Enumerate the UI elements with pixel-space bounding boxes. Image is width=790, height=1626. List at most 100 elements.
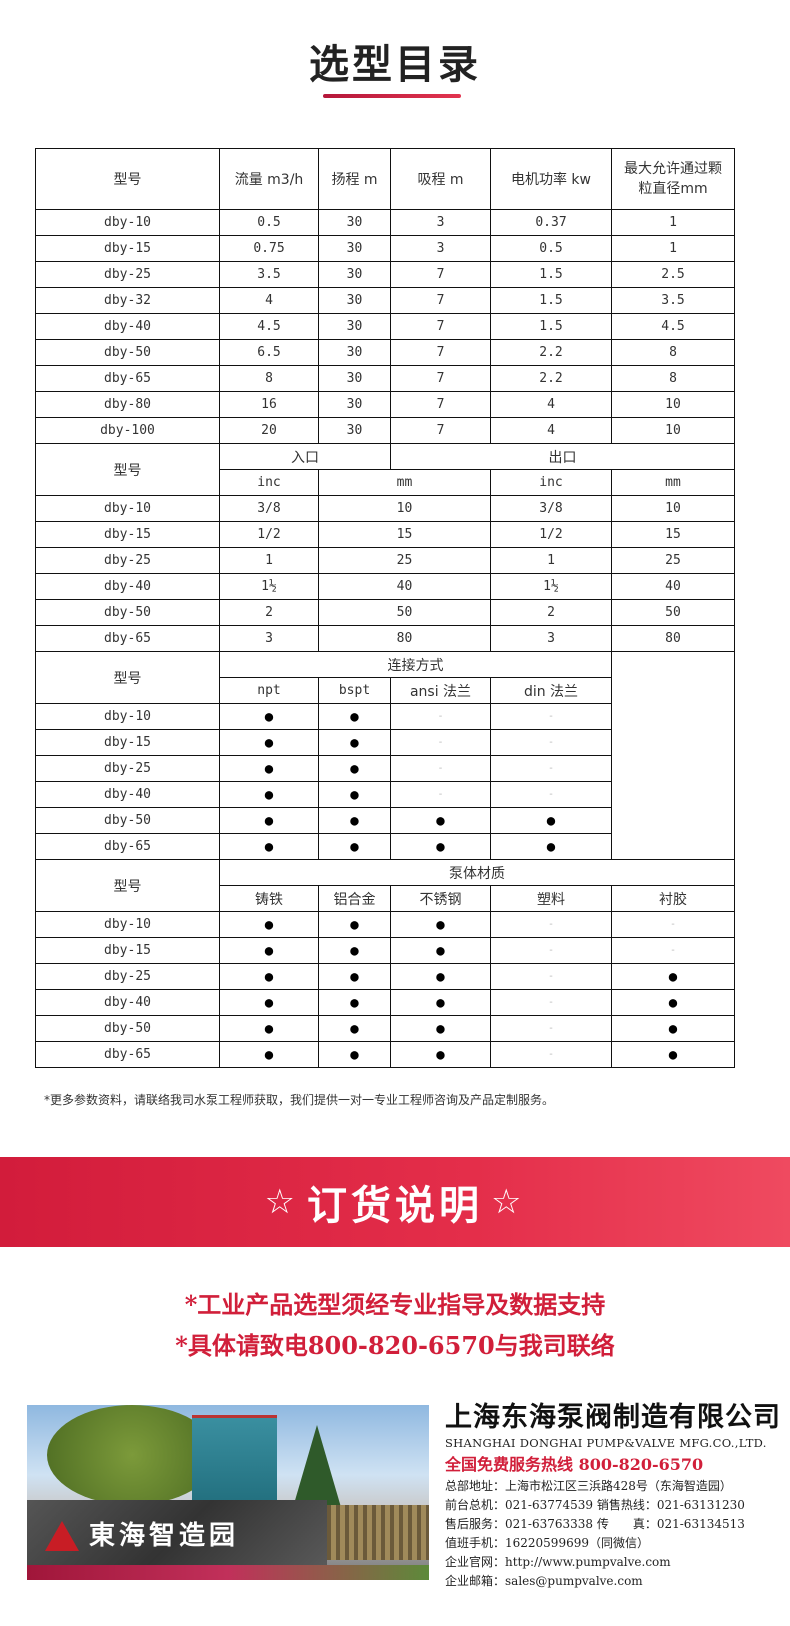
company-name-en: SHANGHAI DONGHAI PUMP&VALVE MFG.CO.,LTD.: [445, 1436, 767, 1450]
column-header: 扬程 m: [318, 148, 391, 210]
table-cell: 1.5: [490, 313, 612, 340]
column-header: 不锈钢: [390, 885, 491, 912]
table-row: dby-25 1 25 1 25: [35, 547, 735, 574]
hotline: 全国免费服务热线 800-820-6570: [445, 1455, 704, 1474]
mark-cell: ●: [219, 703, 319, 730]
table-cell: 10: [611, 417, 735, 444]
table-cell: 2.2: [490, 365, 612, 392]
table-row: dby-40 4.5 30 7 1.5 4.5: [35, 313, 735, 340]
table-cell: 40: [318, 573, 491, 600]
sign-wall: 東海智造园: [27, 1500, 327, 1572]
empty-cell: [611, 651, 735, 860]
mark-cell: -: [490, 937, 612, 964]
mark-cell: ●: [219, 1041, 319, 1068]
table-cell: 1½: [219, 573, 319, 600]
table-cell: dby-40: [35, 573, 220, 600]
table-row: dby-40 1½ 40 1½ 40: [35, 573, 735, 600]
column-header: 连接方式: [219, 651, 612, 678]
table-row: 型号 泵体材质: [35, 859, 735, 912]
table-cell: 8: [611, 339, 735, 366]
table-cell: 25: [318, 547, 491, 574]
mark-cell: ●: [318, 937, 391, 964]
mark-cell: -: [490, 1041, 612, 1068]
column-header: 型号: [35, 651, 220, 704]
table-cell: 1/2: [490, 521, 612, 548]
mark-cell: ●: [219, 833, 319, 860]
table-row: dby-15 1/2 15 1/2 15: [35, 521, 735, 548]
table-cell: dby-25: [35, 755, 220, 782]
mark-cell: ●: [611, 1015, 735, 1042]
table-cell: 10: [611, 495, 735, 522]
address: 总部地址：上海市松江区三浜路428号（东海智造园）: [445, 1479, 732, 1493]
column-header: inc: [490, 469, 612, 496]
sign-text: 東海智造园: [89, 1521, 240, 1551]
table-cell: 10: [318, 495, 491, 522]
banner-title: 订货说明: [307, 1183, 483, 1229]
table-cell: 1½: [490, 573, 612, 600]
table-cell: 15: [318, 521, 491, 548]
table-cell: 50: [611, 599, 735, 626]
table-cell: 4.5: [611, 313, 735, 340]
mark-cell: ●: [490, 807, 612, 834]
table-cell: 8: [219, 365, 319, 392]
table-cell: 20: [219, 417, 319, 444]
table-cell: 6.5: [219, 339, 319, 366]
mark-cell: -: [490, 989, 612, 1016]
column-header: inc: [219, 469, 319, 496]
email-link[interactable]: 企业邮箱：sales@pumpvalve.com: [445, 1574, 643, 1588]
table-cell: 30: [318, 313, 391, 340]
column-header: mm: [611, 469, 735, 496]
table-cell: dby-80: [35, 391, 220, 418]
website-link[interactable]: 企业官网：http://www.pumpvalve.com: [445, 1555, 671, 1569]
title-underline: [323, 94, 461, 98]
table-cell: 30: [318, 235, 391, 262]
table-row: dby-50 ● ● ● ●: [35, 807, 735, 834]
mark-cell: ●: [318, 1015, 391, 1042]
table-cell: dby-65: [35, 833, 220, 860]
table-cell: dby-15: [35, 235, 220, 262]
table-row: dby-25 3.5 30 7 1.5 2.5: [35, 261, 735, 288]
table-cell: dby-50: [35, 1015, 220, 1042]
table-cell: dby-15: [35, 521, 220, 548]
column-header: 型号: [35, 859, 220, 912]
mark-cell: ●: [390, 911, 491, 938]
table-cell: dby-40: [35, 313, 220, 340]
table-cell: 7: [390, 313, 491, 340]
table-cell: 2: [490, 599, 612, 626]
table-row: dby-50 ● ● ● - ●: [35, 1015, 735, 1042]
mark-cell: ●: [219, 781, 319, 808]
mark-cell: ●: [318, 963, 391, 990]
mark-cell: ●: [611, 1041, 735, 1068]
table-cell: dby-10: [35, 911, 220, 938]
mark-cell: -: [490, 703, 612, 730]
table-row: dby-80 16 30 7 4 10: [35, 391, 735, 418]
flower-bed: [27, 1565, 429, 1580]
table-cell: 1/2: [219, 521, 319, 548]
table-cell: 1: [611, 209, 735, 236]
table-cell: 50: [318, 599, 491, 626]
mark-cell: ●: [611, 963, 735, 990]
mark-cell: ●: [219, 729, 319, 756]
table-row: 型号 流量 m3/h 扬程 m 吸程 m 电机功率 kw 最大允许通过颗粒直径mm: [35, 148, 735, 210]
service-line: 售后服务：021-63763338 传 真：021-63134513: [445, 1517, 745, 1531]
column-header: 型号: [35, 443, 220, 496]
mark-cell: ●: [318, 807, 391, 834]
factory-photo: 東海智造园: [27, 1405, 429, 1580]
table-row: dby-15 ● ● ● - -: [35, 937, 735, 964]
table-cell: dby-10: [35, 703, 220, 730]
table-cell: 10: [611, 391, 735, 418]
star-icon: ☆: [491, 1182, 526, 1222]
table-cell: 0.5: [219, 209, 319, 236]
order-line-1: *工业产品选型须经专业指导及数据支持: [184, 1290, 606, 1319]
table-cell: dby-10: [35, 495, 220, 522]
mark-cell: ●: [318, 1041, 391, 1068]
mark-cell: ●: [318, 833, 391, 860]
column-header: 电机功率 kw: [490, 148, 612, 210]
table-row: dby-40 ● ● ● - ●: [35, 989, 735, 1016]
column-header: 吸程 m: [390, 148, 491, 210]
mark-cell: -: [490, 755, 612, 782]
table-cell: 2.5: [611, 261, 735, 288]
table-cell: 1: [611, 235, 735, 262]
order-banner: ☆ 订货说明 ☆: [0, 1157, 790, 1247]
column-header: 衬胶: [611, 885, 735, 912]
